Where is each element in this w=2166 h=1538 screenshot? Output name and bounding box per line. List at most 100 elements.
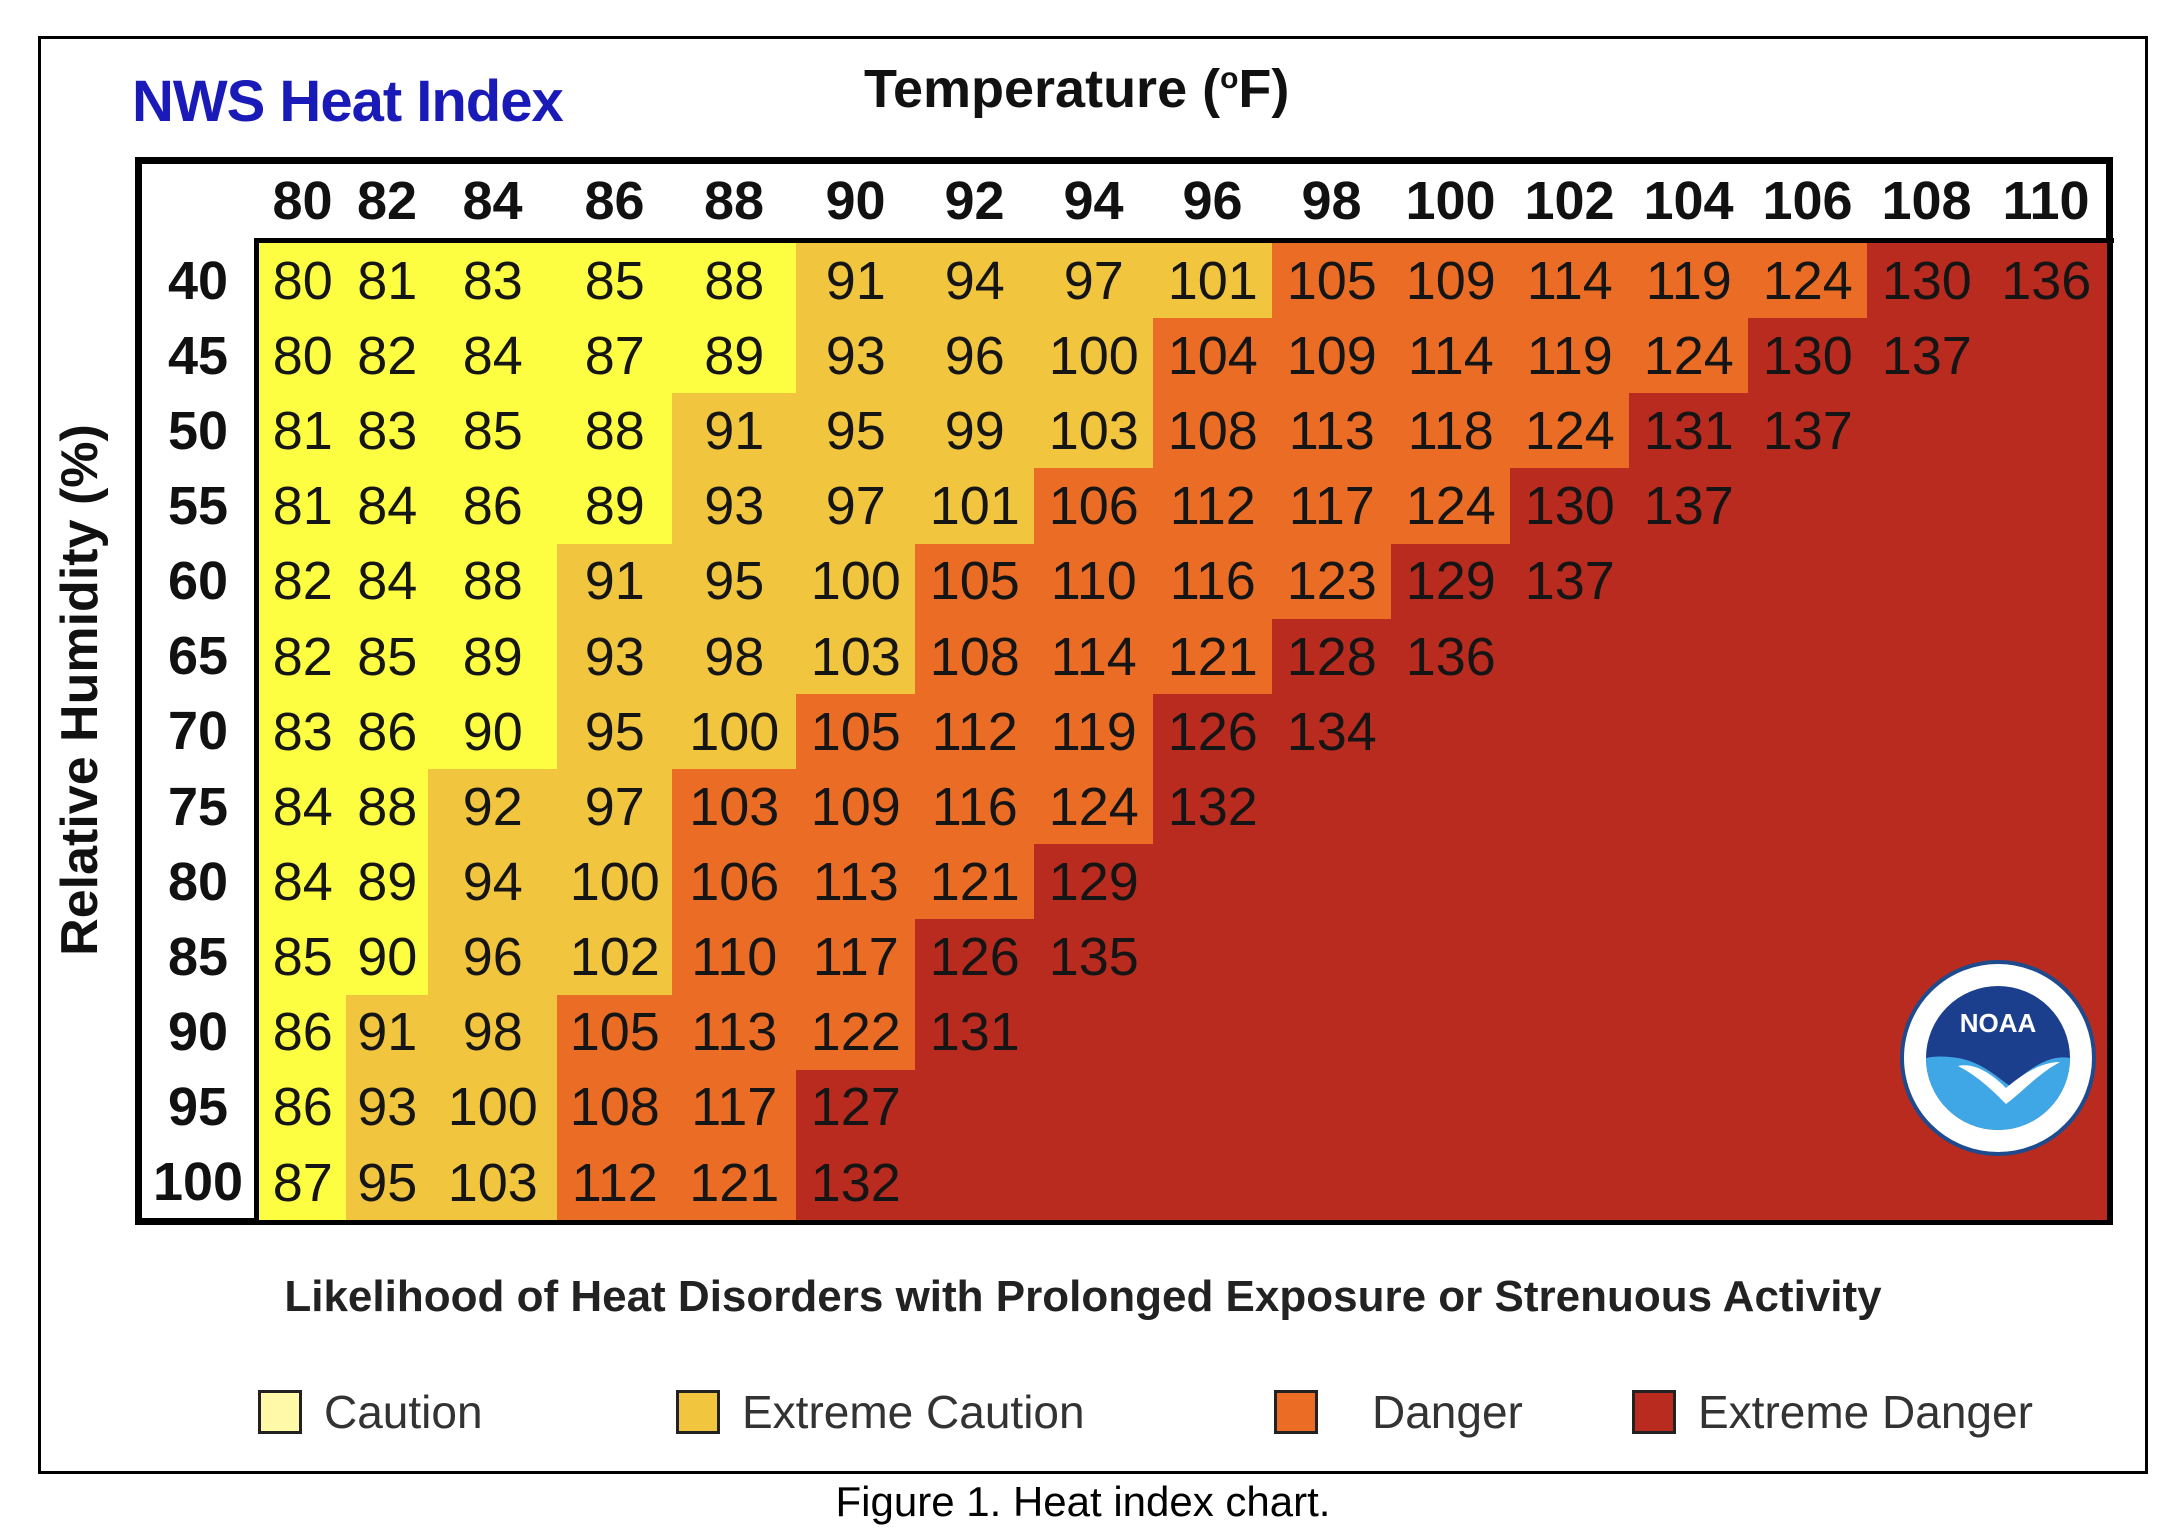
heat-index-cell: 124 <box>1034 769 1154 845</box>
heat-index-cell: 100 <box>796 543 916 620</box>
heat-index-cell: 123 <box>1272 543 1392 620</box>
heat-index-cell <box>1867 769 1987 845</box>
column-header-102: 102 <box>1524 171 1615 231</box>
column-header-94: 94 <box>1063 171 1124 231</box>
column-header-86: 86 <box>584 171 645 231</box>
heat-index-cell <box>915 1069 1035 1146</box>
heat-index-cell: 95 <box>557 693 673 770</box>
heat-index-cell: 113 <box>1272 393 1392 469</box>
y-axis-title: Relative Humidity (%) <box>51 424 109 956</box>
legend-label-extreme-danger: Extreme Danger <box>1698 1386 2033 1438</box>
heat-index-cell: 126 <box>915 919 1035 995</box>
heat-index-cell: 119 <box>1510 318 1630 394</box>
heat-index-cell: 110 <box>1034 543 1154 620</box>
heat-index-cell <box>1867 543 1987 620</box>
heat-index-cell: 114 <box>1391 318 1511 394</box>
heat-index-cell: 91 <box>796 243 916 319</box>
heat-index-cell: 91 <box>557 543 673 620</box>
heat-index-cell <box>1510 844 1630 920</box>
heat-index-cell <box>1748 693 1868 770</box>
heat-index-cell <box>1748 994 1868 1071</box>
heat-index-cell: 129 <box>1034 844 1154 920</box>
heat-index-cell <box>1153 1069 1273 1146</box>
heat-index-cell <box>1986 543 2107 620</box>
heat-index-cell: 83 <box>428 243 558 319</box>
heat-index-cell: 114 <box>1510 243 1630 319</box>
heat-index-cell <box>1748 1144 1868 1221</box>
heat-index-cell: 84 <box>259 844 347 920</box>
heat-index-cell: 100 <box>428 1069 558 1146</box>
heat-index-cell: 84 <box>428 318 558 394</box>
heat-index-cell <box>1510 769 1630 845</box>
column-header-90: 90 <box>825 171 886 231</box>
heat-index-cell: 100 <box>672 693 797 770</box>
heat-index-cell: 114 <box>1034 618 1154 695</box>
heat-index-cell <box>1391 844 1511 920</box>
heat-index-cell: 116 <box>1153 543 1273 620</box>
legend-label-danger: Danger <box>1372 1386 1523 1438</box>
heat-index-cell: 113 <box>796 844 916 920</box>
row-header-75: 75 <box>167 776 229 837</box>
heat-index-cell: 86 <box>428 468 558 545</box>
heat-index-cell: 92 <box>428 769 558 845</box>
legend-swatch-caution <box>258 1390 302 1434</box>
heat-index-cell: 98 <box>672 618 797 695</box>
legend-label-extreme-caution: Extreme Caution <box>742 1386 1085 1438</box>
heat-index-cell <box>1748 769 1868 845</box>
heat-index-cell <box>1510 618 1630 695</box>
column-header-82: 82 <box>356 171 418 231</box>
legend-swatch-extreme-danger <box>1632 1390 1676 1434</box>
heat-index-cell <box>1748 543 1868 620</box>
heat-index-cell: 130 <box>1510 468 1630 545</box>
legend-item-caution: Caution <box>258 1385 483 1439</box>
heat-index-cell: 130 <box>1867 243 1987 319</box>
heat-index-cell: 94 <box>915 243 1035 319</box>
column-header-80: 80 <box>272 171 333 231</box>
heat-index-cell: 117 <box>672 1069 797 1146</box>
heat-index-cell: 90 <box>428 693 558 770</box>
heat-index-cell <box>1629 919 1749 995</box>
row-header-95: 95 <box>167 1077 229 1138</box>
heat-index-cell: 128 <box>1272 618 1392 695</box>
heat-index-cell <box>1629 994 1749 1071</box>
heat-index-cell: 132 <box>1153 769 1273 845</box>
heat-index-cell: 93 <box>346 1069 429 1146</box>
heat-index-cell: 90 <box>346 919 429 995</box>
heat-index-cell <box>1510 919 1630 995</box>
heat-index-cell: 106 <box>672 844 797 920</box>
row-header-65: 65 <box>167 626 229 687</box>
heat-index-cell: 104 <box>1153 318 1273 394</box>
heat-index-cell: 106 <box>1034 468 1154 545</box>
heat-index-cell: 97 <box>557 769 673 845</box>
heat-index-cell: 105 <box>557 994 673 1071</box>
heat-index-cell: 88 <box>672 243 797 319</box>
heat-index-cell <box>1391 693 1511 770</box>
row-header-50: 50 <box>167 400 229 461</box>
row-header-55: 55 <box>167 476 229 536</box>
heat-index-cell: 121 <box>1153 618 1273 695</box>
heat-index-cell <box>1629 1144 1749 1221</box>
column-header-106: 106 <box>1762 171 1853 231</box>
heat-index-cell: 131 <box>915 994 1035 1071</box>
heat-index-cell: 102 <box>557 919 673 995</box>
column-header-84: 84 <box>462 171 523 231</box>
heat-index-cell: 95 <box>796 393 916 469</box>
column-header-104: 104 <box>1643 171 1734 231</box>
heat-index-cell: 95 <box>672 543 797 620</box>
heat-index-cell: 88 <box>557 393 673 469</box>
heat-index-cell: 85 <box>346 618 429 695</box>
heat-index-cell: 136 <box>1986 243 2107 319</box>
heat-index-cell: 80 <box>259 318 347 394</box>
heat-index-cell: 135 <box>1034 919 1154 995</box>
legend-item-extreme-danger: Extreme Danger <box>1632 1385 2033 1439</box>
heat-index-cell: 94 <box>428 844 558 920</box>
heat-index-cell <box>1391 1069 1511 1146</box>
heat-index-cell: 101 <box>1153 243 1273 319</box>
heat-index-cell: 93 <box>796 318 916 394</box>
chart-title: NWS Heat Index <box>132 69 564 134</box>
row-header-40: 40 <box>167 250 229 311</box>
heat-index-cell <box>1629 618 1749 695</box>
heat-index-cell: 100 <box>1034 318 1154 394</box>
heat-index-cell <box>1391 994 1511 1071</box>
heat-index-cell: 85 <box>259 919 347 995</box>
